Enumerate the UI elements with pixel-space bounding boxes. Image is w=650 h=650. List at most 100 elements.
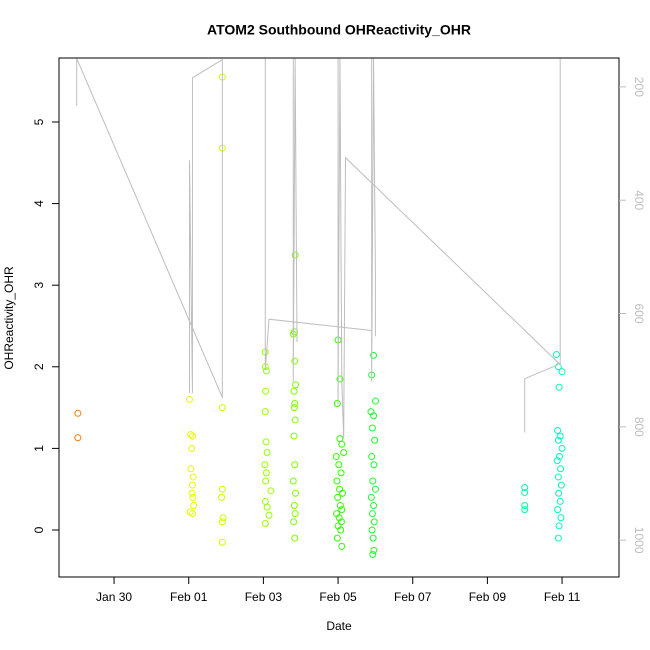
- data-point: [369, 550, 377, 558]
- data-point: [292, 381, 300, 389]
- data-point: [291, 416, 299, 424]
- data-point: [262, 477, 270, 485]
- y-axis-title: OHReactivity_OHR: [2, 266, 16, 370]
- data-point: [370, 546, 378, 554]
- data-point: [263, 448, 271, 456]
- data-point: [291, 357, 299, 365]
- data-point: [290, 404, 298, 412]
- y2-tick-label: 800: [632, 417, 646, 437]
- data-point: [557, 465, 565, 473]
- data-point: [370, 351, 378, 359]
- data-point: [552, 351, 560, 359]
- x-tick-label: Feb 11: [544, 590, 581, 604]
- pressure-line: [76, 58, 561, 439]
- y-tick-label: 2: [32, 363, 46, 370]
- data-point: [335, 461, 343, 469]
- data-point: [218, 485, 226, 493]
- data-point: [187, 431, 195, 439]
- data-point: [290, 502, 298, 510]
- data-point: [340, 448, 348, 456]
- data-point: [188, 432, 196, 440]
- data-point: [291, 534, 299, 542]
- data-point: [555, 522, 563, 530]
- data-point: [290, 432, 298, 440]
- data-point: [557, 481, 565, 489]
- x-axis-title: Date: [326, 619, 352, 633]
- data-point: [338, 506, 346, 514]
- data-point: [369, 534, 377, 542]
- x-tick-label: Feb 01: [170, 590, 208, 604]
- data-point: [335, 514, 343, 522]
- data-point: [369, 477, 377, 485]
- data-point: [554, 534, 562, 542]
- data-point: [262, 367, 270, 375]
- data-point: [292, 489, 300, 497]
- data-point: [261, 497, 269, 505]
- data-point: [521, 484, 529, 492]
- data-point: [333, 400, 341, 408]
- y-tick-label: 5: [32, 118, 46, 125]
- data-point: [267, 487, 275, 495]
- data-point: [265, 511, 273, 519]
- data-point: [218, 518, 226, 526]
- data-point: [289, 477, 297, 485]
- x-tick-label: Feb 03: [245, 590, 283, 604]
- data-point: [263, 503, 271, 511]
- data-point: [370, 502, 378, 510]
- data-point: [332, 453, 340, 461]
- y-tick-label: 4: [32, 200, 46, 207]
- data-point: [371, 485, 379, 493]
- data-point: [188, 510, 196, 518]
- data-point: [334, 493, 342, 501]
- data-point: [556, 432, 564, 440]
- y2-tick-label: 400: [632, 190, 646, 210]
- y-tick-label: 0: [32, 526, 46, 533]
- data-point: [336, 485, 344, 493]
- x-tick-label: Feb 09: [469, 590, 507, 604]
- data-point: [337, 518, 345, 526]
- data-point: [188, 489, 196, 497]
- data-point: [368, 526, 376, 534]
- data-point: [262, 387, 270, 395]
- data-point: [368, 453, 376, 461]
- data-point: [557, 514, 565, 522]
- x-tick-label: Feb 05: [319, 590, 357, 604]
- data-point: [74, 409, 82, 417]
- data-point: [291, 510, 299, 518]
- data-point: [555, 383, 563, 391]
- data-point: [371, 436, 379, 444]
- data-point: [367, 493, 375, 501]
- data-point: [554, 473, 562, 481]
- plot-frame: [58, 57, 620, 578]
- data-point: [261, 461, 269, 469]
- data-point: [338, 440, 346, 448]
- data-point: [218, 493, 226, 501]
- data-point: [337, 469, 345, 477]
- data-point: [371, 397, 379, 405]
- data-point: [337, 526, 345, 534]
- x-tick-label: Jan 30: [96, 590, 132, 604]
- data-point: [554, 436, 562, 444]
- y2-tick-label: 200: [632, 77, 646, 97]
- data-point: [189, 473, 197, 481]
- y2-tick-label: 1000: [632, 527, 646, 554]
- data-point: [338, 542, 346, 550]
- y2-tick-label: 600: [632, 304, 646, 324]
- chart-title: ATOM2 Southbound OHReactivity_OHR: [207, 22, 471, 38]
- data-point: [558, 368, 566, 376]
- data-point: [521, 506, 529, 514]
- data-point: [187, 465, 195, 473]
- y-tick-label: 3: [32, 282, 46, 289]
- data-point: [554, 506, 562, 514]
- data-point: [333, 477, 341, 485]
- data-point: [336, 435, 344, 443]
- data-point: [555, 453, 563, 461]
- data-point: [219, 514, 227, 522]
- data-point: [291, 400, 299, 408]
- data-point: [218, 404, 226, 412]
- data-point: [555, 489, 563, 497]
- data-point: [188, 481, 196, 489]
- data-point: [189, 493, 197, 501]
- data-point: [521, 488, 529, 496]
